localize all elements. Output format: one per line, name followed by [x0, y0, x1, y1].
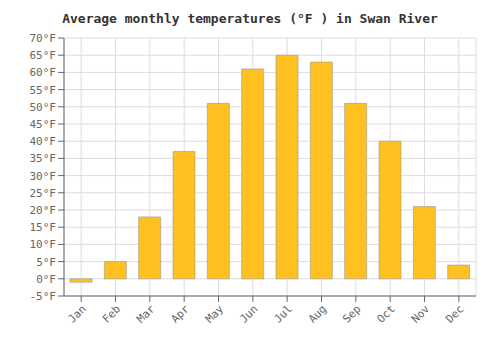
svg-text:10°F: 10°F [30, 238, 57, 251]
svg-text:Mar: Mar [134, 302, 158, 326]
svg-text:Oct: Oct [375, 302, 398, 325]
svg-text:55°F: 55°F [30, 84, 57, 97]
svg-text:20°F: 20°F [30, 204, 57, 217]
svg-text:50°F: 50°F [30, 101, 57, 114]
svg-text:Dec: Dec [443, 302, 466, 325]
svg-text:Sep: Sep [340, 302, 363, 325]
svg-text:Aug: Aug [306, 302, 329, 325]
svg-text:0°F: 0°F [36, 273, 56, 286]
svg-text:May: May [203, 302, 227, 326]
svg-text:70°F: 70°F [30, 32, 57, 45]
html-text:Average monthly temperatures (: Average monthly temperatures (°F ) in Sw… [62, 11, 438, 26]
svg-text:60°F: 60°F [30, 66, 57, 79]
svg-text:40°F: 40°F [30, 135, 57, 148]
svg-text:Jan: Jan [66, 302, 89, 325]
svg-text:45°F: 45°F [30, 118, 57, 131]
svg-text:15°F: 15°F [30, 221, 57, 234]
svg-text:-5°F: -5°F [30, 290, 57, 303]
svg-text:30°F: 30°F [30, 170, 57, 183]
svg-text:25°F: 25°F [30, 187, 57, 200]
svg-text:Nov: Nov [409, 302, 433, 326]
svg-text:35°F: 35°F [30, 152, 57, 165]
svg-text:Feb: Feb [100, 302, 123, 325]
svg-text:Apr: Apr [169, 302, 193, 326]
svg-text:65°F: 65°F [30, 49, 57, 62]
svg-text:Jun: Jun [237, 302, 260, 325]
svg-text:5°F: 5°F [36, 256, 56, 269]
svg-text:Jul: Jul [272, 302, 295, 325]
